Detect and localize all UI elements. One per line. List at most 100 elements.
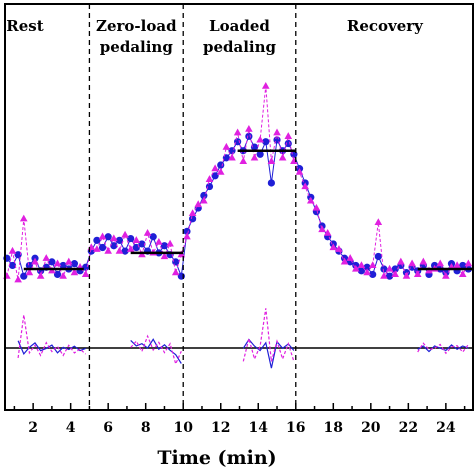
data-point-triangle (436, 259, 445, 267)
data-point-circle (250, 143, 259, 151)
data-point-triangle (323, 228, 332, 236)
data-point-triangle (121, 230, 129, 238)
data-point-triangle (115, 246, 124, 254)
phase-label-line: Rest (6, 17, 43, 35)
data-point-circle (8, 261, 17, 270)
data-point-triangle (357, 261, 366, 269)
series-line (6, 86, 469, 280)
data-point-triangle (171, 268, 180, 276)
axes (4, 3, 474, 411)
x-tick-label: 10 (173, 420, 193, 436)
data-point-triangle (295, 168, 304, 175)
data-point-triangle (70, 268, 79, 276)
data-point-circle (459, 261, 467, 270)
data-point-triangle (228, 153, 236, 161)
data-point-triangle (42, 254, 51, 261)
data-point-circle (53, 270, 62, 279)
data-point-circle (160, 242, 169, 250)
data-point-triangle (402, 272, 411, 279)
data-point-triangle (211, 164, 219, 172)
data-point-circle (14, 251, 22, 259)
data-point-triangle (335, 245, 343, 252)
data-point-circle (121, 247, 129, 255)
data-point-triangle (25, 268, 34, 276)
data-point-triangle (81, 270, 90, 278)
data-points (3, 81, 473, 283)
data-point-triangle (250, 153, 259, 161)
data-point-triangle (194, 200, 203, 208)
data-point-triangle (143, 228, 152, 236)
data-point-triangle (59, 272, 67, 279)
data-point-circle (245, 132, 253, 140)
data-point-triangle (458, 270, 467, 278)
data-point-circle (183, 227, 191, 235)
data-point-triangle (312, 203, 321, 211)
data-point-triangle (245, 124, 253, 132)
data-point-triangle (110, 234, 118, 242)
residual-trace (242, 308, 295, 362)
x-tick-label: 20 (361, 420, 381, 436)
data-point-triangle (408, 259, 416, 267)
data-point-triangle (464, 259, 473, 267)
data-point-triangle (205, 175, 214, 182)
data-point-triangle (329, 243, 338, 251)
phase-label-line: Recovery (347, 17, 424, 35)
data-point-triangle (126, 245, 135, 252)
data-point-triangle (166, 239, 174, 247)
phase-label-line: Loaded (209, 17, 270, 35)
data-point-circle (110, 242, 118, 250)
data-point-circle (217, 161, 225, 169)
phase-label: Recovery (347, 17, 424, 35)
data-point-circle (115, 236, 124, 244)
data-point-triangle (261, 81, 270, 89)
data-point-triangle (284, 132, 293, 139)
data-point-triangle (36, 272, 45, 279)
data-point-circle (256, 150, 264, 158)
data-point-circle (262, 138, 270, 146)
data-point-circle (93, 236, 101, 244)
phase-boundaries (88, 4, 297, 410)
data-point-triangle (188, 209, 197, 217)
data-point-circle (385, 272, 394, 280)
data-point-circle (284, 139, 292, 148)
data-point-triangle (155, 237, 163, 245)
data-point-circle (189, 215, 197, 223)
data-point-triangle (31, 257, 39, 265)
data-point-triangle (368, 261, 377, 269)
phase-label: Zero-load pedaling (96, 17, 177, 56)
data-point-triangle (442, 272, 450, 279)
data-point-triangle (53, 259, 62, 267)
data-point-triangle (374, 218, 383, 226)
residual-trace (17, 314, 87, 358)
data-point-triangle (104, 246, 112, 254)
residual-trace (417, 342, 469, 355)
data-point-triangle (19, 214, 28, 222)
residual-traces (5, 308, 474, 369)
data-point-triangle (352, 264, 360, 272)
x-tick-label: 8 (141, 420, 151, 436)
x-tick-label: 6 (103, 420, 113, 436)
data-point-circle (138, 240, 146, 248)
data-point-circle (25, 261, 33, 270)
data-point-circle (391, 265, 399, 273)
data-point-triangle (273, 128, 281, 136)
data-point-circle (127, 234, 135, 243)
residual-trace (242, 338, 295, 369)
x-tick-label: 16 (286, 420, 305, 436)
plot-frame (4, 3, 474, 411)
data-point-triangle (346, 254, 354, 261)
data-point-triangle (64, 257, 73, 265)
data-point-triangle (8, 246, 17, 254)
data-point-triangle (93, 245, 101, 252)
data-point-triangle (200, 196, 208, 204)
data-point-triangle (385, 264, 394, 272)
data-point-circle (98, 243, 107, 252)
x-tick-label: 4 (66, 420, 76, 436)
data-point-circle (70, 260, 79, 268)
data-point-triangle (397, 257, 405, 265)
data-point-triangle (98, 232, 107, 240)
data-point-triangle (216, 168, 225, 175)
residual-trace (17, 340, 86, 356)
data-point-triangle (183, 232, 191, 240)
